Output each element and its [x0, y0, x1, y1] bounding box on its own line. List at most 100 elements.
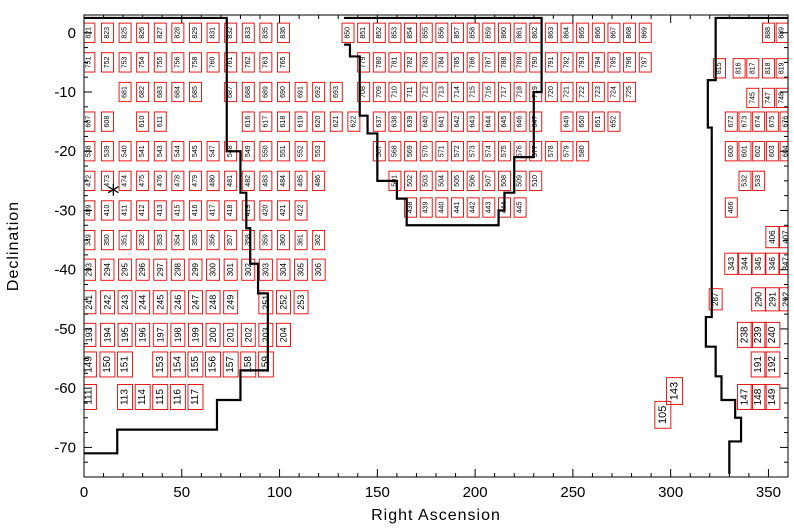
field-label: 483: [262, 175, 269, 187]
field-box: [372, 141, 386, 162]
field-label: 240: [767, 326, 778, 343]
field-box: [623, 52, 637, 73]
field-label: 407: [782, 230, 791, 244]
field-label: 344: [740, 257, 749, 271]
field-label: 745: [749, 92, 756, 104]
field-label: 420: [262, 205, 269, 217]
field-618: 618: [277, 111, 290, 132]
outline-right: [704, 16, 788, 475]
field-779: 779: [357, 52, 371, 73]
field-label: 755: [157, 56, 164, 68]
field-box: [329, 111, 343, 132]
field-711: 711: [404, 81, 418, 103]
field-502: 502: [404, 170, 418, 191]
field-label: 290: [754, 292, 764, 307]
field-box: [638, 52, 652, 73]
field-784: 784: [435, 52, 449, 73]
field-label: 416: [192, 205, 199, 217]
field-label: 297: [156, 262, 165, 276]
field-box: [259, 170, 273, 191]
field-890: 890: [790, 23, 794, 42]
field-label: 356: [210, 234, 217, 246]
field-823: 823: [101, 22, 114, 43]
field-label: 602: [755, 145, 762, 157]
field-box: [724, 111, 738, 132]
field-box: [357, 81, 371, 103]
field-label: 294: [103, 262, 112, 276]
field-795: 795: [607, 52, 621, 73]
field-label: 724: [610, 86, 617, 98]
field-575: 575: [497, 141, 511, 162]
field-label: 301: [226, 262, 235, 276]
field-601: 601: [738, 141, 752, 162]
field-box: [224, 229, 238, 251]
field-label: 684: [174, 86, 181, 98]
field-label: 413: [157, 205, 164, 217]
field-box: [544, 22, 558, 43]
field-509: 509: [513, 170, 527, 191]
field-box: [169, 384, 186, 410]
field-420: 420: [259, 200, 273, 221]
field-box: [560, 141, 574, 162]
field-419: 419: [241, 200, 255, 221]
field-box: [738, 111, 752, 132]
field-label: 149: [83, 356, 94, 373]
field-box: [240, 322, 256, 347]
field-label: 486: [315, 175, 322, 187]
y-tick-label: -50: [54, 321, 76, 338]
field-label: 544: [174, 145, 181, 157]
field-192: 192: [764, 351, 781, 378]
field-760: 760: [206, 52, 220, 73]
field-label: 888: [765, 27, 772, 39]
field-label: 421: [280, 205, 287, 217]
field-790: 790: [529, 52, 543, 73]
field-box: [347, 111, 361, 132]
field-box: [276, 258, 291, 281]
y-tick-label: -20: [54, 143, 76, 160]
field-box: [732, 58, 746, 79]
field-label: 532: [741, 175, 748, 187]
field-248: 248: [205, 290, 221, 315]
field-label: 857: [454, 27, 461, 39]
field-442: 442: [466, 197, 480, 218]
field-box: [153, 141, 167, 162]
y-tick-label: -60: [54, 380, 76, 397]
field-475: 475: [136, 170, 150, 191]
field-157: 157: [222, 351, 239, 378]
field-643: 643: [466, 111, 480, 132]
field-box: [152, 351, 169, 378]
field-label: 860: [501, 27, 508, 39]
field-label: 439: [423, 202, 430, 214]
field-box: [117, 290, 133, 315]
field-552: 552: [294, 141, 308, 162]
field-box: [591, 81, 605, 103]
field-568: 568: [388, 141, 402, 162]
field-box: [171, 141, 185, 162]
field-label: 795: [610, 56, 617, 68]
field-294: 294: [100, 258, 115, 281]
field-204: 204: [276, 322, 291, 347]
field-label: 154: [172, 356, 183, 373]
field-box: [591, 111, 605, 132]
field-box: [529, 141, 543, 162]
field-505: 505: [451, 170, 464, 191]
field-577: 577: [529, 141, 543, 162]
field-148: 148: [750, 384, 767, 410]
field-label: 835: [262, 27, 269, 39]
field-label: 504: [438, 175, 445, 187]
field-label: 682: [139, 86, 146, 98]
field-box: [761, 87, 775, 109]
field-box: [435, 141, 449, 162]
field-242: 242: [100, 290, 115, 315]
field-151: 151: [117, 351, 134, 378]
field-200: 200: [205, 322, 221, 347]
field-box: [513, 141, 527, 162]
field-815: 815: [713, 58, 727, 79]
field-label: 442: [470, 202, 477, 214]
field-label: 717: [501, 86, 508, 98]
field-249: 249: [223, 290, 239, 315]
field-box: [117, 322, 133, 347]
field-label: 251: [261, 295, 271, 310]
field-box: [466, 22, 480, 43]
field-label: 443: [485, 202, 492, 214]
